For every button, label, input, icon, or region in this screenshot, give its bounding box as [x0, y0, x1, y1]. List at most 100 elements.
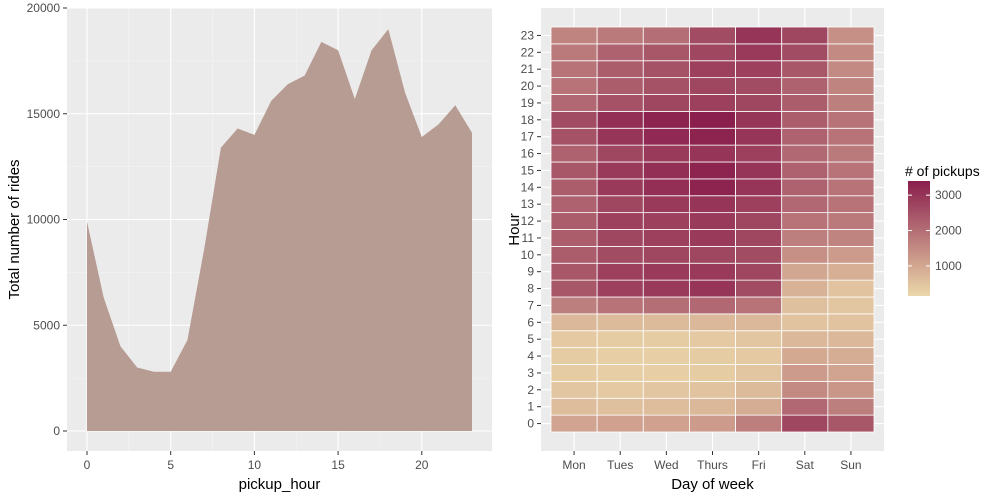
legend-tick-label: 1000: [935, 259, 962, 273]
heatmap-cell: [596, 414, 644, 433]
heatmap-cell: [781, 364, 829, 382]
heatmap-cell: [781, 397, 829, 416]
area-x-tick-label: 10: [248, 458, 262, 472]
heatmap-cell: [642, 330, 690, 349]
heatmap-y-tick-label: 23: [521, 28, 535, 42]
area-y-tick-label: 5000: [33, 318, 60, 332]
heatmap-cell: [689, 43, 736, 62]
heatmap-cell: [550, 26, 598, 45]
heatmap-cell: [689, 110, 736, 129]
heatmap-cell: [735, 397, 783, 416]
heatmap-y-tick-label: 22: [521, 45, 535, 59]
heatmap-cell: [596, 178, 644, 197]
heatmap-cell: [642, 347, 690, 365]
area-series-fill: [87, 29, 472, 432]
area-y-tick-label: 20000: [27, 1, 61, 15]
heatmap-cell: [735, 347, 783, 365]
heatmap-cell: [735, 195, 783, 214]
heatmap-cell: [735, 330, 783, 349]
heatmap-cell: [781, 313, 829, 332]
heatmap-cell: [550, 414, 598, 433]
area-y-tick-label: 15000: [27, 107, 61, 121]
heatmap-cell: [642, 414, 690, 433]
heatmap-x-tick-label: Thurs: [697, 458, 728, 472]
heatmap-y-tick-label: 15: [521, 163, 535, 177]
heatmap-cell: [642, 380, 690, 399]
heatmap-cell: [596, 229, 644, 247]
heatmap-y-tick-label: 19: [521, 96, 535, 110]
heatmap-cell: [642, 279, 690, 298]
heatmap-cell: [596, 262, 644, 281]
heatmap-cell: [781, 330, 829, 349]
heatmap-cell: [596, 77, 644, 95]
heatmap-y-tick-label: 2: [527, 383, 534, 397]
heatmap-cell: [596, 94, 644, 112]
heatmap-y-tick-label: 11: [522, 231, 535, 245]
heatmap-cell: [827, 330, 875, 349]
heatmap-cell: [642, 296, 690, 315]
heatmap-cell: [781, 26, 829, 45]
heatmap-y-tick-label: 4: [527, 349, 534, 363]
area-x-axis-title: pickup_hour: [239, 476, 321, 493]
heatmap-cell: [689, 26, 736, 45]
heatmap-cell: [781, 245, 829, 264]
heatmap-cell: [550, 43, 598, 62]
heatmap-y-tick-label: 7: [527, 298, 534, 312]
heatmap-cell: [781, 144, 829, 163]
heatmap-cell: [827, 397, 875, 416]
heatmap-cell: [735, 178, 783, 197]
heatmap-cell: [827, 313, 875, 332]
heatmap-cell: [781, 380, 829, 399]
heatmap-cell: [642, 364, 690, 382]
heatmap-cell: [550, 229, 598, 247]
heatmap-cell: [642, 212, 690, 230]
heatmap-y-tick-label: 12: [521, 214, 535, 228]
legend-title: # of pickups: [905, 163, 980, 179]
heatmap-cell: [827, 364, 875, 382]
heatmap-cell: [689, 414, 736, 433]
heatmap-cell: [642, 60, 690, 79]
legend-tick-label: 2000: [935, 224, 962, 238]
heatmap-cell: [596, 43, 644, 62]
heatmap-cell: [781, 296, 829, 315]
heatmap-cell: [550, 60, 598, 79]
heatmap-cell: [735, 380, 783, 399]
heatmap-cell: [827, 77, 875, 95]
heatmap-cell: [827, 60, 875, 79]
heatmap-cell: [689, 212, 736, 230]
heatmap-cell: [689, 330, 736, 349]
heatmap-cell: [689, 364, 736, 382]
heatmap-cell: [642, 245, 690, 264]
heatmap-cell: [735, 364, 783, 382]
heatmap-x-axis-title: Day of week: [671, 476, 754, 493]
heatmap-cell: [781, 212, 829, 230]
heatmap-x-tick-label: Mon: [562, 458, 585, 472]
heatmap-y-tick-label: 0: [527, 417, 534, 431]
heatmap-cell: [827, 347, 875, 365]
heatmap-cell: [781, 110, 829, 129]
area-x-tick-label: 20: [415, 458, 429, 472]
heatmap-cell: [550, 330, 598, 349]
heatmap-cell: [735, 279, 783, 298]
heatmap-cell: [735, 77, 783, 95]
heatmap-cell: [596, 127, 644, 146]
heatmap-y-tick-label: 18: [521, 113, 535, 127]
heatmap-cell: [550, 195, 598, 214]
legend-tick-label: 3000: [935, 188, 962, 202]
heatmap-cell: [735, 94, 783, 112]
heatmap-cell: [827, 195, 875, 214]
heatmap-y-tick-label: 21: [521, 62, 535, 76]
heatmap-cell: [550, 161, 598, 180]
heatmap-cell: [596, 212, 644, 230]
heatmap-cell: [596, 110, 644, 129]
heatmap-cell: [642, 397, 690, 416]
heatmap-cell: [827, 262, 875, 281]
heatmap-cell: [781, 161, 829, 180]
heatmap-cell: [735, 144, 783, 163]
heatmap-cell: [781, 94, 829, 112]
area-y-tick-label: 10000: [27, 213, 61, 227]
heatmap-cell: [550, 279, 598, 298]
heatmap-cell: [596, 313, 644, 332]
heatmap-cell: [781, 195, 829, 214]
heatmap-cell: [827, 279, 875, 298]
